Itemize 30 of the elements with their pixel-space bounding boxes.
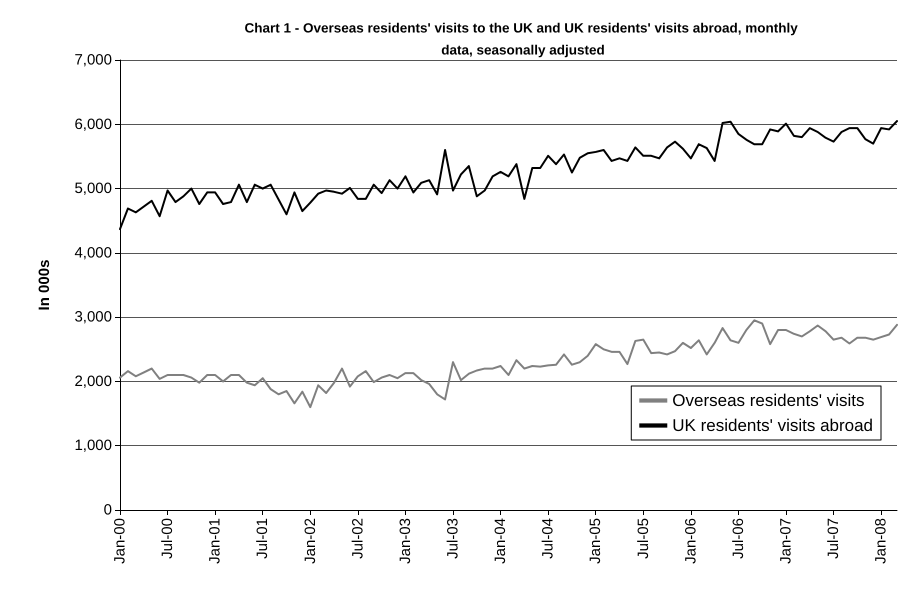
- x-tick-label: Jan-00: [112, 518, 128, 564]
- x-tick-label: Jan-04: [492, 518, 510, 564]
- legend-label: UK residents' visits abroad: [672, 416, 874, 435]
- x-tick-label: Jan-05: [587, 518, 604, 564]
- x-tick-label: Jul-05: [634, 518, 652, 559]
- x-tick-label: Jul-01: [254, 518, 272, 559]
- x-tick-label: Jul-06: [730, 518, 747, 559]
- x-tick-label: Jan-02: [302, 518, 319, 564]
- y-axis-title: In 000s: [36, 260, 53, 310]
- x-tick-label: Jan-03: [396, 518, 414, 564]
- y-tick-label: 5,000: [74, 180, 112, 198]
- x-tick-label: Jan-08: [872, 518, 890, 564]
- y-tick-label: 1,000: [74, 437, 112, 454]
- x-tick-label: Jul-02: [349, 518, 366, 559]
- y-tick-label: 4,000: [74, 244, 112, 262]
- legend-label: Overseas residents' visits: [672, 391, 864, 410]
- y-tick-label: 6,000: [74, 116, 112, 133]
- x-tick-label: Jan-01: [206, 518, 224, 564]
- chart-title: Chart 1 - Overseas residents' visits to the UK and UK residents' visits abroad, monthly data, seasonally adjusted: [244, 20, 802, 58]
- y-tick-label: 0: [104, 502, 112, 518]
- x-tick-label: Jul-07: [825, 518, 842, 559]
- y-tick-label: 2,000: [74, 372, 112, 390]
- x-tick-label: Jan-06: [682, 518, 700, 564]
- x-tick-label: Jul-00: [159, 518, 176, 559]
- line-series: [119, 319, 898, 408]
- x-tick-label: Jul-03: [444, 518, 462, 559]
- y-tick-label: 3,000: [74, 308, 112, 326]
- x-tick-label: Jan-07: [778, 518, 794, 564]
- y-tick-label: 7,000: [74, 52, 112, 68]
- x-tick-label: Jul-04: [540, 518, 557, 559]
